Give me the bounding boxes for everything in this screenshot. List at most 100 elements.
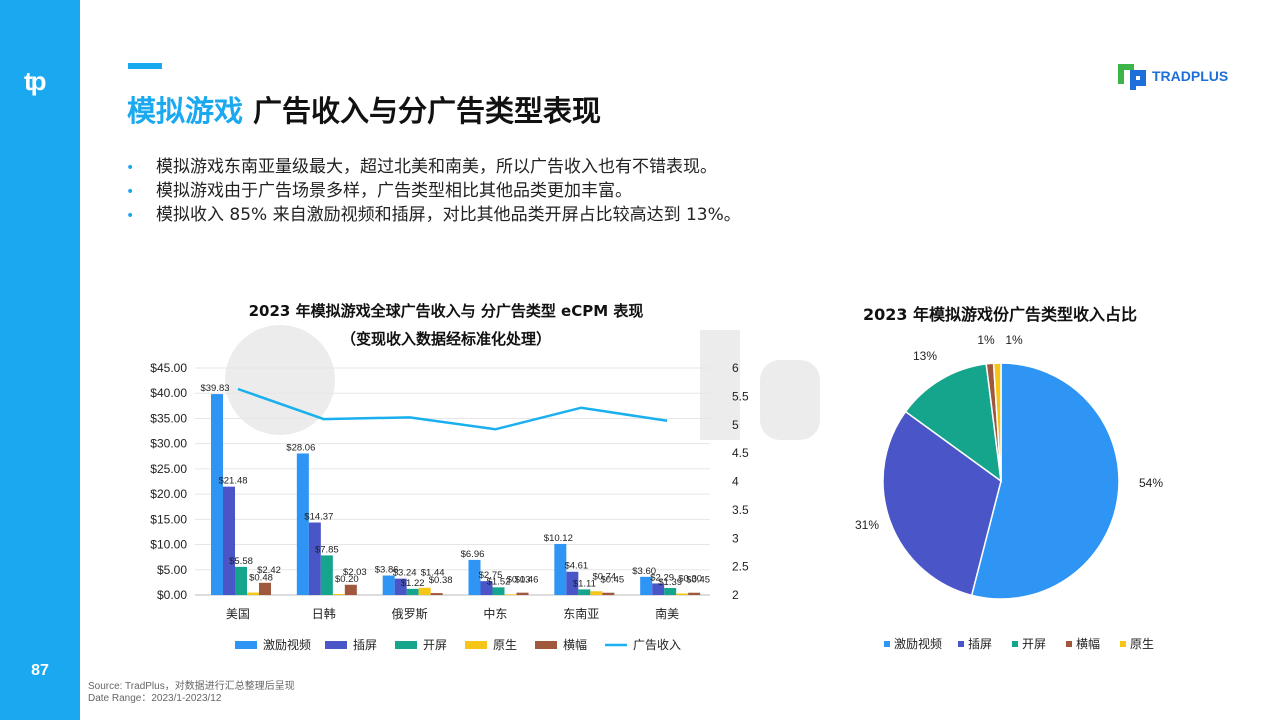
- legend-label: 开屏: [423, 638, 447, 652]
- bar-data-label: $21.48: [218, 476, 247, 487]
- pie-chart: 2023 年模拟游戏份广告类型收入占比 54% 31% 13% 1% 1% 激励视频 插屏…: [855, 305, 1163, 651]
- bar-line-chart: 2023 年模拟游戏全球广告收入与 分广告类型 eCPM 表现 （变现收入数据经…: [150, 302, 749, 652]
- bar-插屏: [652, 583, 665, 595]
- pie-slice-label: 1%: [1005, 333, 1023, 347]
- bar-原生: [590, 591, 603, 595]
- legend-label: 原生: [493, 638, 517, 652]
- brand-logo: TRADPLUS: [1116, 60, 1228, 92]
- bar-data-label: $0.45: [686, 575, 710, 586]
- bar-激励视频: [382, 575, 395, 595]
- category-label: 南美: [655, 606, 679, 621]
- bar-data-label: $0.38: [429, 575, 453, 586]
- bar-横幅: [430, 593, 443, 595]
- legend-label: 横幅: [563, 637, 587, 652]
- chart-subtitle: （变现收入数据经标准化处理）: [341, 330, 551, 348]
- sidebar-logo-icon: tp: [24, 66, 47, 96]
- bar-data-label: $5.58: [229, 556, 253, 567]
- bullet-text: 模拟游戏东南亚量级最大，超过北美和南美，所以广告收入也有不错表现。: [156, 157, 717, 177]
- y-tick-label: $45.00: [150, 361, 187, 375]
- date-range-line: Date Range：2023/1-2023/12: [88, 693, 222, 704]
- bullet-item: • 模拟收入 85% 来自激励视频和插屏，对比其他品类开屏占比较高达到 13%。: [126, 204, 741, 228]
- bar-开屏: [406, 588, 419, 595]
- category-label: 俄罗斯: [392, 607, 428, 621]
- bar-data-label: $1.39: [658, 577, 682, 588]
- bullet-text: 模拟收入 85% 来自激励视频和插屏，对比其他品类开屏占比较高达到 13%。: [156, 205, 741, 225]
- bar-横幅: [688, 592, 701, 595]
- bar-横幅: [344, 584, 357, 595]
- bar-原生: [418, 587, 431, 595]
- pie-legend-swatch: [1066, 641, 1072, 647]
- x-axis-categories: 美国 日韩 俄罗斯 中东 东南亚 南美: [226, 606, 679, 621]
- bar-data-label: $3.86: [375, 565, 399, 576]
- legend-swatch: [465, 641, 487, 649]
- y2-tick-label: 2: [732, 588, 739, 602]
- pie-legend-swatch: [958, 641, 964, 647]
- bar-横幅: [259, 582, 271, 595]
- bar-激励视频: [554, 543, 567, 595]
- y-tick-label: $0.00: [157, 588, 187, 602]
- bar-插屏: [480, 581, 493, 595]
- legend-label: 广告收入: [633, 638, 681, 652]
- legend-swatch: [395, 641, 417, 649]
- title-rest: 广告收入与分广告类型表现: [253, 94, 602, 128]
- bar-data-label: $2.75: [479, 570, 503, 581]
- bar-data-label: $1.11: [573, 578, 596, 589]
- bar-data-label: $10.12: [544, 533, 573, 544]
- pie-slice-激励视频: [970, 362, 1120, 600]
- bar-data-label: $0.46: [515, 575, 539, 586]
- y-tick-label: $20.00: [150, 487, 187, 501]
- pie-legend-swatch: [1012, 641, 1018, 647]
- bar-激励视频: [211, 394, 223, 595]
- bullet-dot-icon: •: [126, 160, 135, 176]
- pie-legend-swatch: [1120, 641, 1126, 647]
- bar-data-label: $1.22: [401, 578, 425, 589]
- revenue-line: [237, 387, 668, 431]
- pie-legend-label: 插屏: [968, 637, 992, 651]
- bar-data-label: $1.52: [487, 576, 511, 587]
- y-tick-label: $25.00: [150, 462, 187, 476]
- bar-data-label: $39.83: [200, 383, 229, 394]
- bar-插屏: [394, 578, 407, 595]
- pie-legend-label: 激励视频: [894, 636, 942, 651]
- y2-tick-label: 3: [732, 531, 739, 545]
- bullet-item: • 模拟游戏东南亚量级最大，超过北美和南美，所以广告收入也有不错表现。: [126, 156, 741, 180]
- y-tick-label: $15.00: [150, 512, 187, 526]
- bar-data-label: $7.85: [315, 544, 339, 555]
- bar-data-label: $0.74: [592, 571, 616, 582]
- y2-tick-label: 4: [732, 475, 739, 489]
- bars: [211, 394, 701, 596]
- y2-tick-label: 4.5: [732, 446, 749, 460]
- pie-slices: [882, 362, 1120, 600]
- y2-axis-ticks: 2 2.5 3 3.5 4 4.5 5 5.5 6: [732, 361, 749, 602]
- category-label: 日韩: [312, 606, 336, 621]
- pie-slice-开屏: [904, 363, 1002, 483]
- y-axis-ticks: $0.00 $5.00 $10.00 $15.00 $20.00 $25.00 $30.00…: [150, 361, 187, 602]
- tradplus-logo-icon: [1118, 64, 1146, 90]
- page-number: 87: [31, 662, 49, 679]
- y2-tick-label: 2.5: [732, 560, 749, 574]
- bar-开屏: [320, 555, 333, 595]
- pie-slice-label: 31%: [855, 518, 879, 532]
- legend-swatch: [535, 641, 557, 649]
- bar-插屏: [223, 486, 235, 595]
- brand-text: TRADPLUS: [1152, 68, 1229, 84]
- source-line: Source: TradPlus，对数据进行汇总整理后呈现: [88, 681, 295, 692]
- pie-legend-label: 横幅: [1076, 636, 1100, 651]
- bar-data-label: $6.96: [461, 549, 485, 560]
- bullet-dot-icon: •: [126, 208, 135, 224]
- bar-data-label: $14.37: [304, 512, 333, 523]
- bar-data-label: $3.24: [393, 568, 417, 579]
- legend-swatch: [235, 641, 257, 649]
- pie-legend-swatch: [884, 641, 890, 647]
- y-tick-label: $40.00: [150, 386, 187, 400]
- bar-data-label: $2.03: [343, 567, 367, 578]
- bar-data-labels: $39.83 $21.48 $5.58 $0.48$2.42 $28.06 $14.37 $…: [200, 383, 710, 589]
- y-tick-label: $5.00: [157, 563, 187, 577]
- bullet-item: • 模拟游戏由于广告场景多样，广告类型相比其他品类更加丰富。: [126, 180, 741, 204]
- y2-tick-label: 3.5: [732, 503, 749, 517]
- bar-原生: [504, 594, 517, 596]
- sidebar: tp 87: [0, 0, 80, 720]
- title-accent-bar: [128, 63, 162, 69]
- chart-gridlines: [195, 367, 710, 596]
- pie-slice-插屏: [882, 410, 1002, 597]
